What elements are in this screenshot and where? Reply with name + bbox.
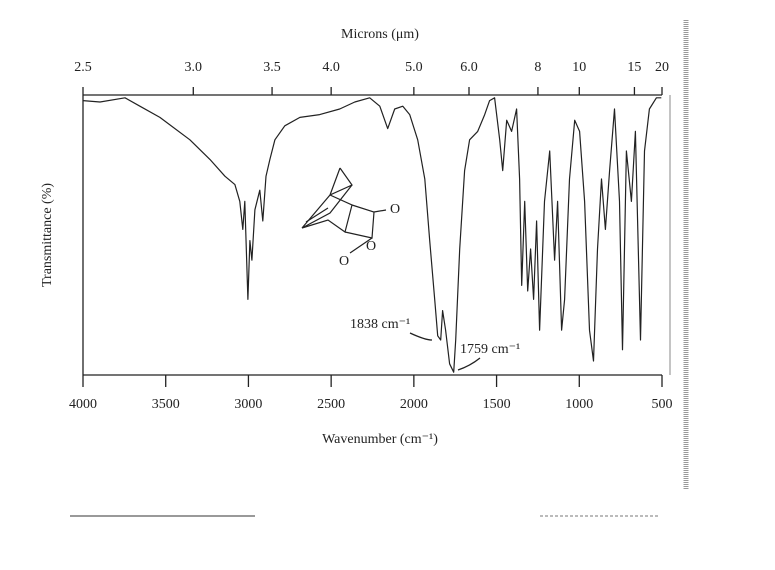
annotation-arrow — [409, 332, 433, 341]
x2-tick-label: 4.0 — [322, 60, 340, 75]
x-tick-label: 1000 — [565, 397, 593, 412]
x-tick-label: 2000 — [400, 397, 428, 412]
x-tick-label: 1500 — [483, 397, 511, 412]
x2-tick-label: 10 — [572, 60, 586, 75]
x-tick-label: 3500 — [152, 397, 180, 412]
x2-tick-label: 3.0 — [185, 60, 203, 75]
x2-tick-label: 5.0 — [405, 60, 423, 75]
atom-label: O — [339, 254, 349, 269]
y-axis-title: Transmittance (%) — [40, 183, 55, 287]
x2-tick-label: 15 — [627, 60, 641, 75]
x-tick-label: 2500 — [317, 397, 345, 412]
x2-axis-title: Microns (μm) — [341, 27, 419, 42]
x2-tick-label: 2.5 — [74, 60, 92, 75]
annotation-arrow — [457, 357, 481, 371]
annotation: 1838 cm⁻¹ — [350, 317, 410, 332]
x2-tick-label: 3.5 — [263, 60, 281, 75]
molecule — [301, 167, 387, 254]
x-tick-label: 4000 — [69, 397, 97, 412]
x2-tick-label: 8 — [534, 60, 541, 75]
spectrum-line — [82, 97, 662, 373]
x2-tick-label: 6.0 — [460, 60, 478, 75]
atom-label: O — [390, 202, 400, 217]
atom-label: O — [366, 239, 376, 254]
x-axis-title: Wavenumber (cm⁻¹) — [322, 432, 438, 447]
x-tick-label: 3000 — [234, 397, 262, 412]
x-tick-label: 500 — [652, 397, 673, 412]
x2-tick-label: 20 — [655, 60, 669, 75]
annotation: 1759 cm⁻¹ — [460, 342, 520, 357]
